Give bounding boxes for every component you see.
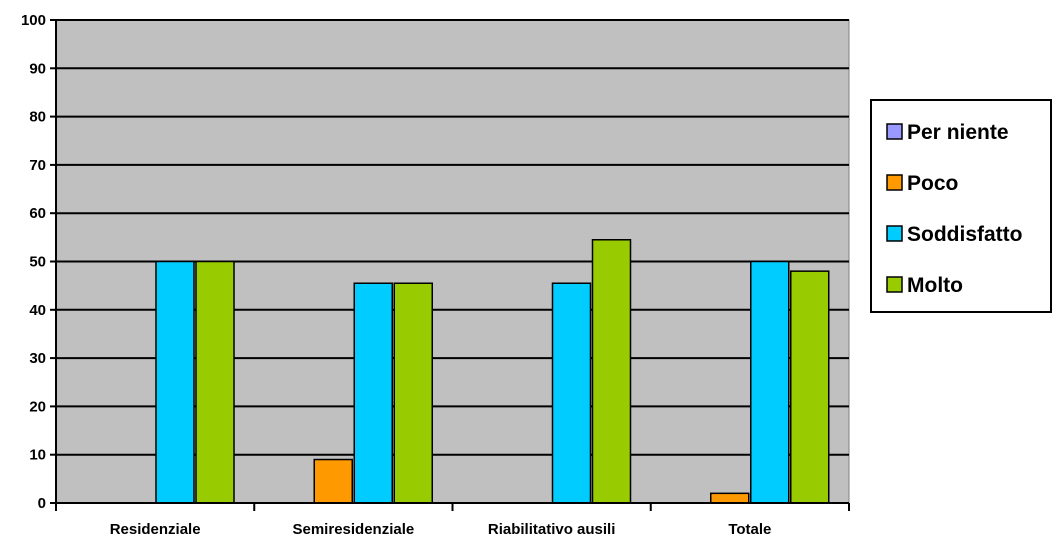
- legend-swatch: [886, 225, 903, 242]
- bar-poco-3: [710, 492, 750, 504]
- y-tick-label: 0: [38, 495, 46, 512]
- x-category-label: Totale: [728, 521, 771, 538]
- bar-soddisfatto-1: [353, 282, 393, 504]
- x-category-label: Residenziale: [110, 521, 201, 538]
- y-tick-label: 70: [29, 157, 46, 174]
- bar-molto-0: [195, 260, 235, 504]
- x-category-label: Riabilitativo ausili: [488, 521, 616, 538]
- y-tick-label: 90: [29, 60, 46, 77]
- bar-soddisfatto-0: [155, 260, 195, 504]
- x-category-label: Semiresidenziale: [293, 521, 415, 538]
- y-tick-label: 100: [21, 12, 46, 29]
- legend-swatch: [886, 174, 903, 191]
- y-tick-label: 50: [29, 254, 46, 271]
- y-tick-label: 60: [29, 205, 46, 222]
- bar-molto-2: [591, 239, 632, 504]
- bar-molto-3: [790, 270, 830, 504]
- y-tick-label: 10: [29, 447, 46, 464]
- bar-molto-1: [393, 282, 433, 504]
- axes: 0 10 20 30 40 50 60 70 80 90 100 Residenziale Semire…: [21, 12, 850, 538]
- y-tick-label: 40: [29, 302, 46, 319]
- y-tick-label: 30: [29, 350, 46, 367]
- legend-label: Poco: [907, 172, 958, 195]
- bar-soddisfatto-2: [551, 282, 592, 504]
- y-tick-label: 80: [29, 109, 46, 126]
- bar-soddisfatto-3: [750, 260, 790, 504]
- legend-swatch: [886, 123, 903, 140]
- bar-poco-1: [313, 458, 353, 504]
- y-tick-label: 20: [29, 398, 46, 415]
- legend-label: Soddisfatto: [907, 223, 1023, 246]
- legend-label: Per niente: [907, 121, 1009, 144]
- legend: Per niente Poco Soddisfatto Molto: [870, 99, 1052, 313]
- legend-label: Molto: [907, 274, 963, 297]
- legend-swatch: [886, 276, 903, 293]
